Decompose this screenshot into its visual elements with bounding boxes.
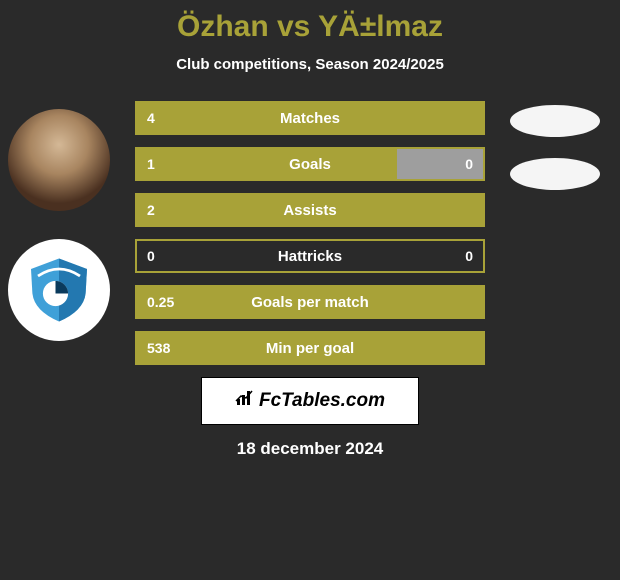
player-avatar-right-1 [510, 105, 600, 137]
stat-label: Goals [137, 149, 483, 179]
branding-label: FcTables.com [259, 390, 385, 412]
comparison-infographic: Özhan vs YÄ±lmaz Club competitions, Seas… [0, 0, 620, 580]
stat-row: Goals1 0 [135, 147, 485, 181]
stat-row: Assists2 [135, 193, 485, 227]
stat-value-left: 0.25 [147, 287, 174, 317]
stat-label: Goals per match [137, 287, 483, 317]
page-title: Özhan vs YÄ±lmaz [0, 10, 620, 44]
subtitle: Club competitions, Season 2024/2025 [0, 56, 620, 73]
stat-value-left: 538 [147, 333, 170, 363]
stat-label: Matches [137, 103, 483, 133]
stat-value-left: 2 [147, 195, 155, 225]
stat-label: Min per goal [137, 333, 483, 363]
stat-value-right: 0 [465, 241, 473, 271]
club-logo-icon [8, 239, 110, 341]
player-avatar-left-1 [8, 109, 110, 211]
player-avatar-right-2 [510, 158, 600, 190]
stat-row: Hattricks0 0 [135, 239, 485, 273]
stat-value-left: 0 [147, 241, 155, 271]
stat-row: Matches4 [135, 101, 485, 135]
stat-value-left: 4 [147, 103, 155, 133]
chart-icon [235, 389, 255, 413]
stat-row: Goals per match0.25 [135, 285, 485, 319]
stat-label: Hattricks [137, 241, 483, 271]
club-logo-left [8, 239, 110, 341]
date-label: 18 december 2024 [0, 439, 620, 459]
stat-row: Min per goal538 [135, 331, 485, 365]
stat-value-left: 1 [147, 149, 155, 179]
stats-grid: Matches4Goals10Assists2Hattricks00Goals … [135, 101, 485, 365]
chart-area: Matches4Goals10Assists2Hattricks00Goals … [0, 101, 620, 365]
branding-box: FcTables.com [201, 377, 419, 425]
branding-text: FcTables.com [235, 389, 385, 413]
stat-value-right: 0 [465, 149, 473, 179]
stat-label: Assists [137, 195, 483, 225]
